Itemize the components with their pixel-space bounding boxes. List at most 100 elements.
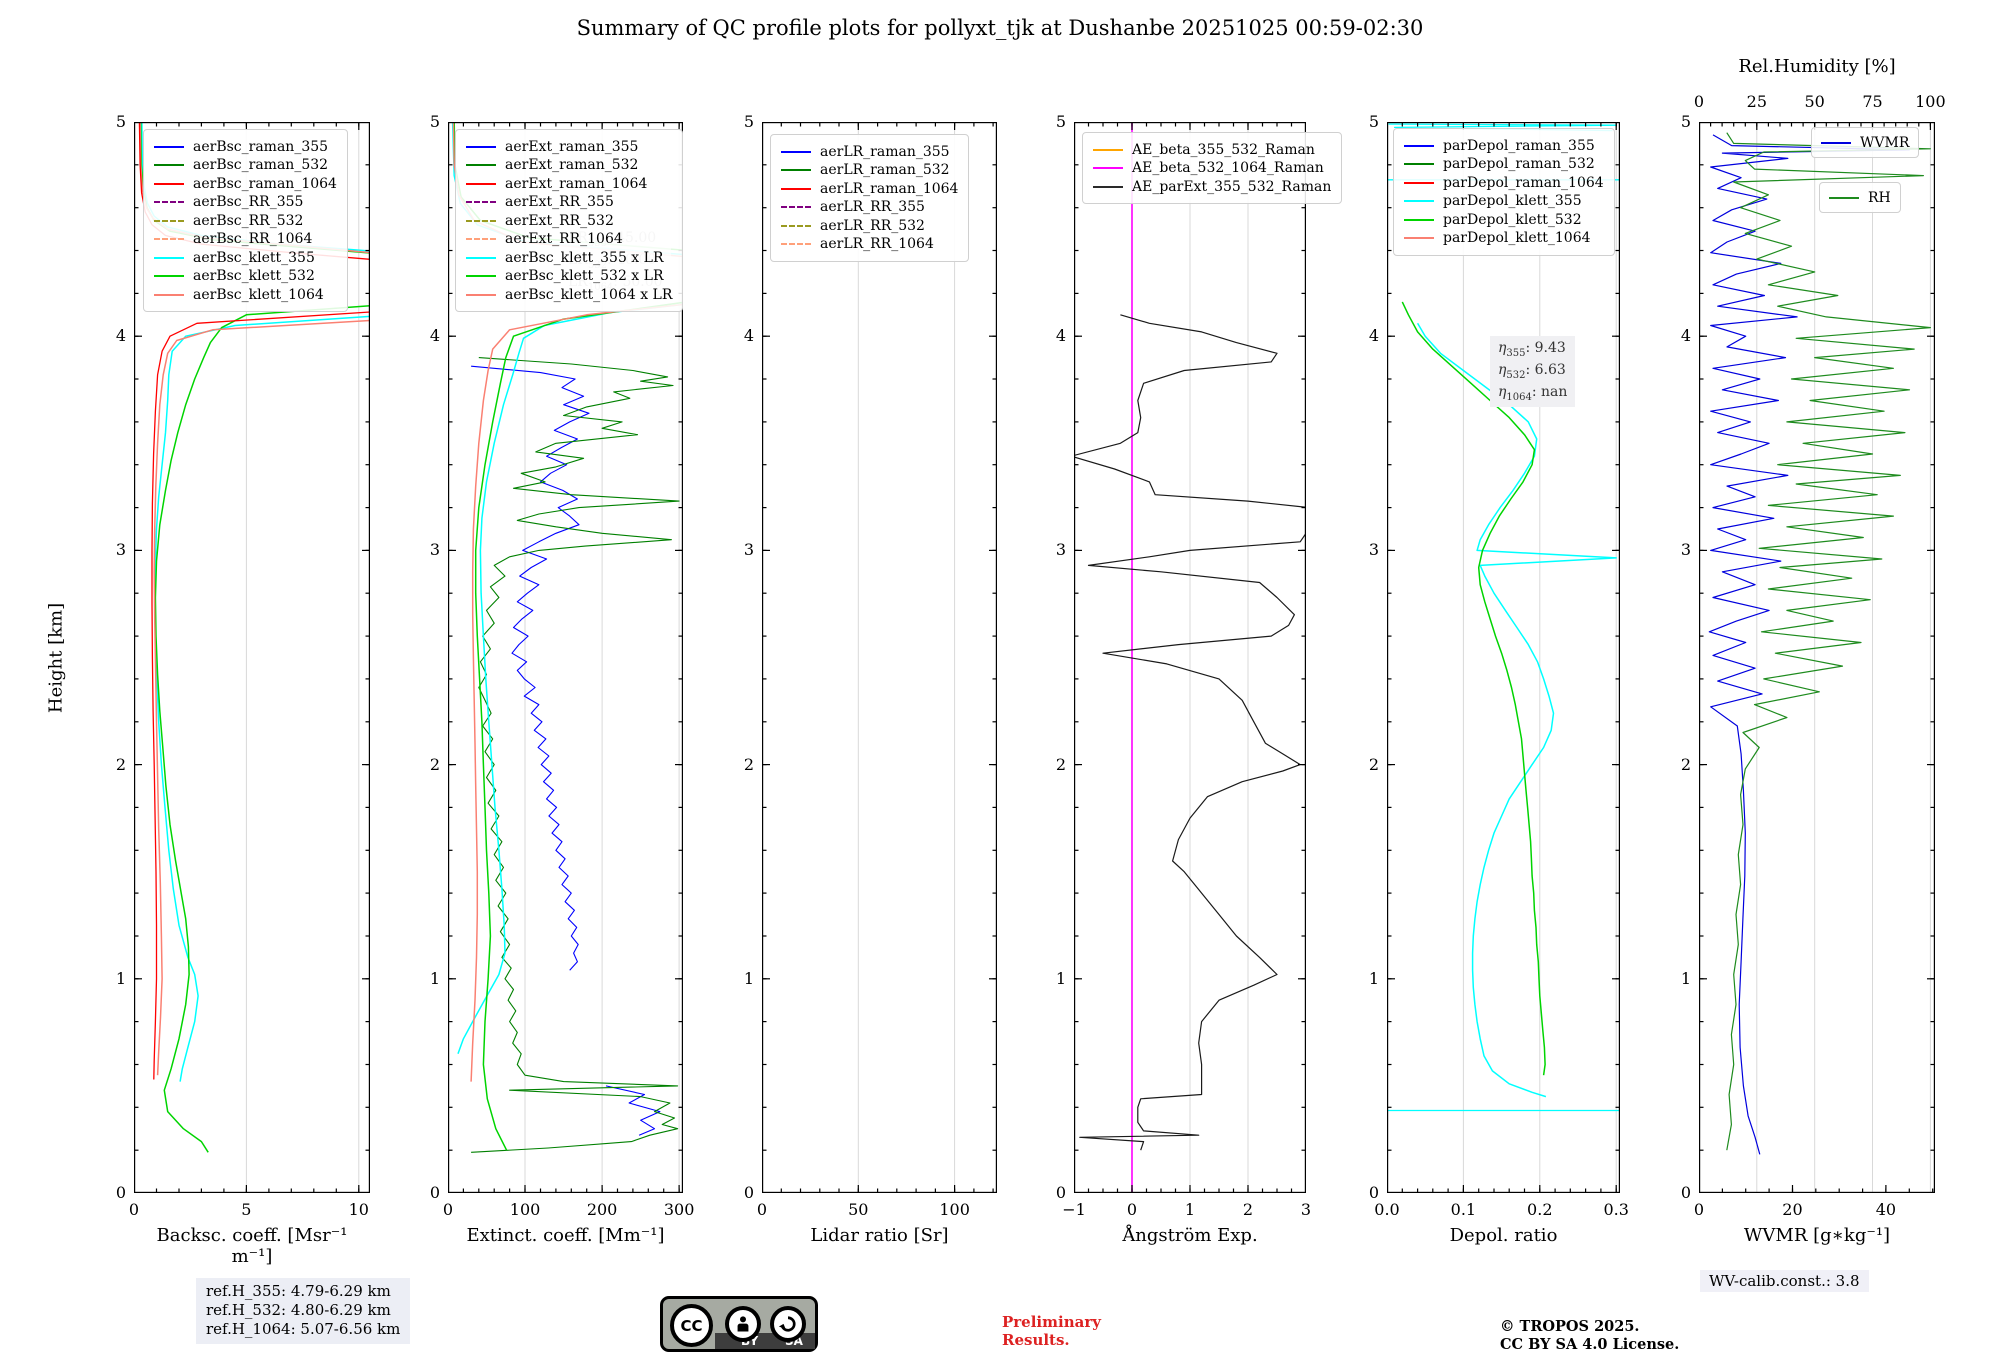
cc-sa-icon (770, 1306, 806, 1342)
legend-backscatter-0: aerBsc_raman_355 aerBsc_raman_532 aerBsc_r… (143, 129, 348, 312)
series-aerExt_raman_532 (471, 357, 680, 1153)
legend-line-sample (1404, 218, 1434, 221)
ref-h-355: ref.H_355: 4.79-6.29 km (206, 1282, 391, 1300)
legend-label: aerBsc_klett_1064 x LR (505, 286, 673, 303)
legend-label: parDepol_klett_1064 (1443, 230, 1591, 246)
legend-label: AE_beta_355_532_Raman (1132, 141, 1315, 158)
legend-line-sample (781, 243, 811, 245)
legend-label: aerExt_RR_532 (505, 212, 614, 229)
x-axis-label-extinction: Extinct. coeff. [Mm⁻¹] (466, 1225, 665, 1246)
x-tick-label: 20 (1782, 1200, 1803, 1219)
copyright-line-2: CC BY SA 4.0 License. (1500, 1336, 1680, 1354)
legend-line-sample (1093, 148, 1123, 151)
x-tick-label: 100 (509, 1200, 541, 1219)
legend-line-sample (154, 201, 184, 203)
y-tick-label: 3 (429, 540, 440, 560)
x-axis-label-angstrom: Ångström Exp. (1122, 1225, 1258, 1246)
legend-entry: AE_beta_532_1064_Raman (1093, 160, 1331, 176)
panel-wvmr-plot (1698, 121, 1936, 1194)
panel-depol-ratio: η355: 9.43 η532: 6.63 η1064: nan parDepol_r… (1386, 121, 1621, 1194)
y-tick-label: 0 (115, 1183, 126, 1202)
legend-label: parDepol_raman_532 (1443, 156, 1595, 172)
legend-line-sample (1093, 185, 1123, 188)
legend-lidar-ratio-0: aerLR_raman_355 aerLR_raman_532 aerLR_rama… (770, 134, 970, 262)
panel-angstrom: AE_beta_355_532_Raman AE_beta_532_1064_Ra… (1073, 121, 1343, 1194)
legend-entry: aerBsc_raman_1064 (154, 176, 337, 192)
x-tick-label: 10 (348, 1200, 369, 1219)
y-tick-label: 4 (1055, 326, 1066, 346)
series-AE_parExt_355_532_Raman (1074, 314, 1306, 1151)
legend-line-sample (781, 206, 811, 208)
y-tick-label: 3 (1680, 540, 1691, 560)
legend-entry: parDepol_klett_355 (1404, 193, 1604, 209)
legend-line-sample (1093, 167, 1123, 169)
legend-entry: aerExt_raman_1064 (466, 176, 672, 192)
legend-entry: parDepol_klett_1064 (1404, 230, 1604, 246)
legend-label: parDepol_klett_532 (1443, 211, 1582, 228)
y-tick-label: 0 (743, 1183, 754, 1202)
legend-line-sample (154, 275, 184, 277)
series-RH (1726, 132, 1931, 1151)
x-tick-label: 0.1 (1450, 1200, 1477, 1219)
legend-label: aerLR_raman_1064 (820, 180, 959, 197)
legend-label: aerBsc_RR_532 (193, 212, 304, 229)
cc-icon: CC (670, 1304, 713, 1347)
legend-line-sample (466, 256, 496, 259)
panel-backscatter: aerBsc_raman_355 aerBsc_raman_532 aerBsc_r… (133, 121, 371, 1194)
legend-line-sample (781, 224, 811, 227)
legend-label: aerBsc_RR_1064 (193, 231, 313, 247)
y-axis-label: Height [km] (45, 602, 67, 714)
x-tick-label: 200 (586, 1200, 618, 1219)
x-tick-label: 1 (1184, 1200, 1196, 1219)
legend-label: aerBsc_RR_355 (193, 194, 304, 210)
legend-label: aerLR_raman_532 (820, 162, 950, 178)
legend-entry: parDepol_raman_1064 (1404, 175, 1604, 191)
legend-line-sample (1404, 163, 1434, 165)
legend-entry: aerLR_raman_532 (781, 162, 958, 178)
y-tick-label: 0 (1055, 1183, 1066, 1202)
y-tick-label: 5 (1055, 112, 1066, 131)
y-tick-label: 4 (115, 326, 126, 346)
legend-line-sample (154, 219, 184, 222)
y-tick-label: 2 (743, 754, 754, 774)
y-tick-label: 3 (743, 540, 754, 560)
legend-label: aerBsc_klett_532 (193, 268, 315, 284)
legend-line-sample (154, 145, 184, 148)
legend-entry: aerExt_raman_532 (466, 157, 672, 173)
annotation-line: η355: 9.43 (1498, 340, 1566, 359)
legend-entry: aerLR_raman_355 (781, 144, 958, 160)
legend-line-sample (154, 293, 184, 296)
sa-arrow-glyph (778, 1316, 796, 1332)
series-aerBsc_klett_355_x_LR (451, 122, 683, 1055)
legend-label: aerBsc_klett_355 (193, 249, 315, 266)
legend-entry: aerBsc_klett_355 (154, 250, 337, 266)
preliminary-results-note: Preliminary Results. (1002, 1313, 1101, 1349)
legend-entry: aerBsc_RR_355 (154, 194, 337, 210)
legend-entry: aerBsc_raman_355 (154, 139, 337, 155)
x-axis-label-backscatter: Backsc. coeff. [Msr⁻¹ m⁻¹] (156, 1225, 348, 1267)
preliminary-line-1: Preliminary (1002, 1313, 1101, 1331)
legend-line-sample (466, 164, 496, 166)
legend-label: parDepol_raman_355 (1443, 137, 1595, 154)
y-tick-label: 1 (743, 968, 754, 988)
legend-entry: parDepol_raman_355 (1404, 138, 1604, 154)
x-tick-label: 0 (1126, 1200, 1138, 1219)
person-glyph (737, 1316, 749, 1332)
legend-label: aerExt_raman_355 (505, 138, 639, 155)
legend-label: aerExt_RR_355 (505, 194, 614, 210)
legend-entry: aerLR_RR_1064 (781, 236, 958, 252)
y-tick-label: 3 (1055, 540, 1066, 560)
legend-angstrom-0: AE_beta_355_532_Raman AE_beta_532_1064_Ra… (1082, 132, 1343, 204)
legend-label: parDepol_raman_1064 (1443, 174, 1604, 191)
y-tick-label: 2 (1055, 754, 1066, 774)
legend-entry: aerBsc_RR_1064 (154, 231, 337, 247)
legend-entry: aerExt_RR_1064 (466, 231, 672, 247)
legend-label: aerLR_RR_355 (820, 199, 925, 215)
legend-line-sample (466, 238, 496, 240)
legend-entry: RH (1829, 190, 1891, 206)
y-tick-label: 4 (1680, 326, 1691, 346)
legend-line-sample (781, 150, 811, 153)
legend-label: parDepol_klett_355 (1443, 193, 1582, 209)
legend-line-sample (466, 201, 496, 203)
legend-label: aerExt_raman_1064 (505, 175, 648, 192)
